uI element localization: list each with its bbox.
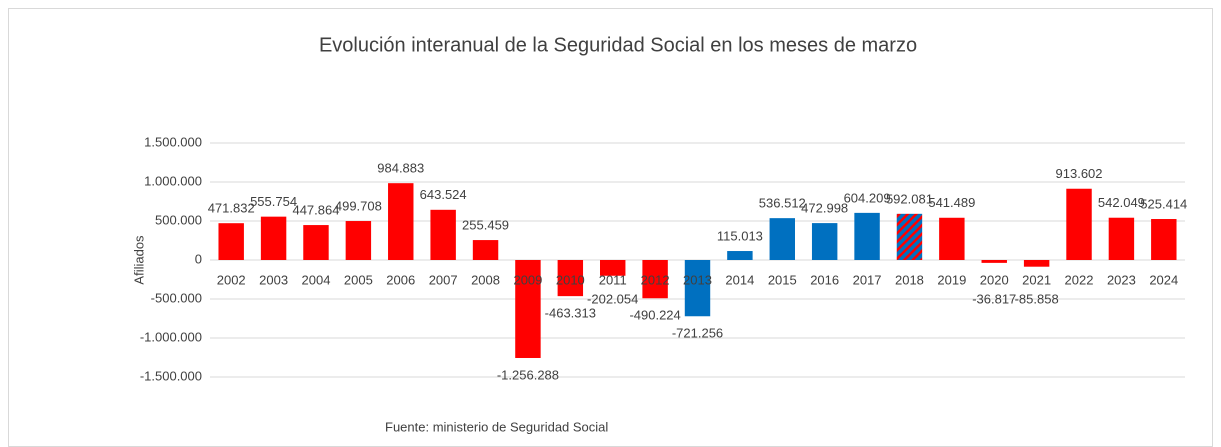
bar [303,225,329,260]
x-tick-label: 2020 [980,272,1009,287]
bar [557,260,584,297]
bar [1108,217,1135,260]
data-label: 592.081 [886,191,933,206]
bar [1066,188,1092,260]
data-label: 604.209 [844,190,891,205]
bar [769,218,795,260]
bar [472,240,499,260]
data-label: -721.256 [672,326,723,341]
data-label: -463.313 [545,306,596,321]
x-tick-label: 2013 [683,272,712,287]
source-note: Fuente: ministerio de Seguridad Social [385,419,608,434]
data-label: 555.754 [250,194,297,209]
x-tick-label: 2022 [1065,272,1094,287]
x-tick-label: 2006 [386,272,415,287]
x-tick-label: 2018 [895,272,924,287]
data-label: 525.414 [1140,196,1187,211]
data-label: 255.459 [462,218,509,233]
y-tick-label: 1.500.000 [144,134,202,149]
data-label: 115.013 [717,228,763,243]
x-tick-label: 2017 [853,272,882,287]
bar [1151,219,1177,260]
bar [896,213,923,260]
bar [981,260,1007,263]
data-label: -202.054 [587,291,638,306]
y-tick-label: -1.500.000 [140,368,202,383]
data-label: -1.256.288 [497,367,559,382]
x-tick-label: 2021 [1022,272,1051,287]
chart-frame [8,8,1213,447]
data-label: 536.512 [759,196,806,211]
bar [1023,260,1050,267]
x-tick-label: 2007 [429,272,458,287]
bar [939,217,965,260]
y-axis-title: Afiliados [131,235,146,285]
data-label: -36.817 [972,291,1016,306]
data-label: 447.864 [292,203,339,218]
x-tick-label: 2009 [513,272,542,287]
y-tick-label: -500.000 [151,290,202,305]
x-tick-label: 2015 [768,272,797,287]
x-tick-label: 2012 [641,272,670,287]
bar [600,260,626,276]
bar [345,221,372,260]
data-label: 913.602 [1056,166,1103,181]
x-tick-label: 2024 [1149,272,1178,287]
chart-title: Evolución interanual de la Seguridad Soc… [319,34,917,56]
data-label: 643.524 [420,187,467,202]
data-label: 542.049 [1098,195,1145,210]
x-tick-label: 2003 [259,272,288,287]
x-tick-label: 2016 [810,272,839,287]
bar [430,209,456,260]
y-tick-label: 1.000.000 [144,173,202,188]
bar [218,223,244,260]
data-label: -85.858 [1015,291,1059,306]
data-label: 472.998 [801,201,848,216]
bar [811,223,838,260]
data-label: 471.832 [208,201,255,216]
bar [684,260,711,317]
x-tick-label: 2011 [599,272,627,287]
bar [260,216,287,260]
x-tick-label: 2019 [937,272,966,287]
x-tick-label: 2002 [217,272,246,287]
data-label: 541.489 [928,195,975,210]
x-tick-label: 2023 [1107,272,1136,287]
data-label: -490.224 [629,308,680,323]
bar [515,260,541,358]
y-tick-label: -1.000.000 [140,329,202,344]
x-tick-label: 2004 [302,272,331,287]
x-tick-label: 2014 [725,272,754,287]
bar [388,183,414,260]
x-tick-label: 2010 [556,272,585,287]
x-tick-label: 2005 [344,272,373,287]
y-tick-label: 0 [195,251,202,266]
bar [854,212,880,260]
y-tick-label: 500.000 [155,212,202,227]
bar [727,251,753,260]
bar [642,260,668,299]
x-tick-label: 2008 [471,272,500,287]
data-label: 499.708 [335,198,382,213]
data-label: 984.883 [377,161,424,176]
